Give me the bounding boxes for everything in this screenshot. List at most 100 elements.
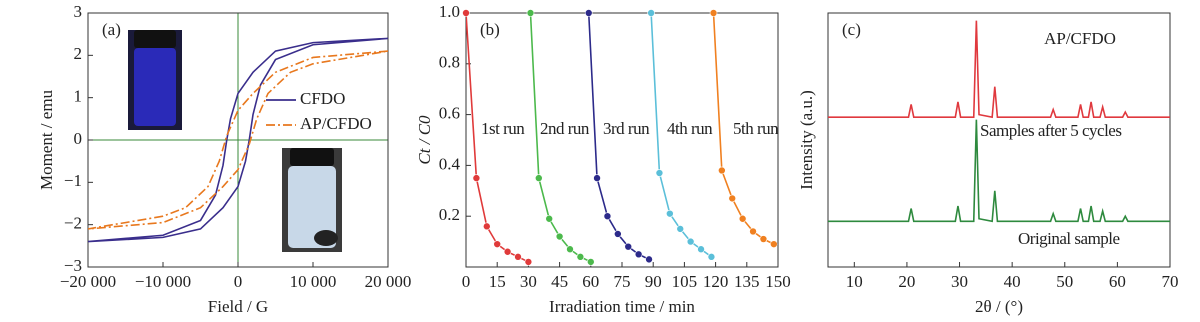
point — [534, 174, 543, 182]
y-tick-label: 1.0 — [439, 2, 460, 21]
y-axis-label: Ct / C0 — [415, 115, 434, 165]
y-tick-label: 0.4 — [439, 154, 461, 173]
point — [524, 258, 533, 266]
point — [514, 253, 522, 261]
plot-frame — [87, 12, 389, 268]
y-axis-label: Moment / emu — [37, 89, 56, 190]
x-tick-label: 120 — [703, 272, 729, 291]
point — [614, 230, 622, 238]
point — [526, 9, 535, 17]
x-tick-label: 75 — [614, 272, 631, 291]
x-tick-label: −20 000 — [60, 272, 116, 291]
x-tick-label: 70 — [1162, 272, 1179, 291]
point — [655, 169, 664, 177]
point — [676, 225, 685, 233]
plot-frame — [827, 12, 1171, 268]
y-tick-label: −3 — [64, 256, 82, 275]
x-tick-label: 30 — [520, 272, 537, 291]
x-tick-label: 40 — [1004, 272, 1021, 291]
point — [566, 245, 574, 254]
x-tick-label: 45 — [551, 272, 568, 291]
point — [503, 247, 512, 256]
point — [697, 245, 705, 254]
point — [593, 174, 601, 182]
series-line — [88, 50, 388, 230]
point — [624, 242, 633, 251]
point — [493, 240, 502, 248]
y-tick-label: −2 — [64, 214, 82, 233]
y-tick-label: 2 — [74, 44, 83, 63]
y-axis-label: Intensity (a.u.) — [797, 90, 816, 190]
point — [707, 253, 716, 261]
series-line — [828, 119, 1170, 223]
point — [749, 227, 757, 236]
point — [647, 9, 655, 17]
x-tick-label: 10 — [846, 272, 863, 291]
series-line — [828, 20, 1170, 119]
point — [770, 240, 778, 248]
x-tick-label: 30 — [951, 272, 968, 291]
point — [645, 255, 653, 264]
point — [759, 235, 768, 243]
legend-label: CFDO — [300, 89, 345, 108]
point — [584, 9, 593, 17]
x-tick-label: −10 000 — [135, 272, 191, 291]
point — [482, 222, 491, 231]
x-tick-label: 105 — [672, 272, 698, 291]
x-axis-label: Field / G — [208, 297, 268, 316]
series-label: 2nd run — [540, 119, 590, 138]
point — [472, 174, 481, 182]
x-tick-label: 0 — [234, 272, 243, 291]
point — [586, 258, 595, 266]
y-tick-label: −1 — [64, 171, 82, 190]
y-tick-label: 1 — [74, 87, 83, 106]
series-label: Original sample — [1018, 229, 1120, 248]
series-label: 4th run — [667, 119, 713, 138]
x-tick-label: 60 — [1109, 272, 1126, 291]
y-tick-label: 0.6 — [439, 104, 460, 123]
annotation: AP/CFDO — [1044, 29, 1116, 48]
point — [603, 212, 612, 220]
series-label: 3rd run — [603, 119, 650, 138]
point — [686, 237, 695, 246]
x-axis-label: 2θ / (°) — [975, 297, 1023, 316]
y-tick-label: 3 — [74, 2, 83, 21]
x-axis-label: Irradiation time / min — [549, 297, 695, 316]
panel-label: (c) — [842, 20, 861, 39]
series-label: 5th run — [733, 119, 779, 138]
panel-label: (a) — [102, 20, 121, 39]
x-tick-label: 10 000 — [290, 272, 337, 291]
point — [738, 214, 747, 223]
point — [634, 250, 643, 259]
legend-label: AP/CFDO — [300, 114, 372, 133]
x-tick-label: 0 — [462, 272, 471, 291]
point — [545, 214, 554, 223]
x-tick-label: 60 — [582, 272, 599, 291]
point — [709, 9, 718, 17]
point — [462, 9, 470, 17]
x-tick-label: 150 — [765, 272, 791, 291]
y-tick-label: 0.2 — [439, 205, 460, 224]
x-tick-label: 20 — [898, 272, 915, 291]
x-tick-label: 90 — [645, 272, 662, 291]
x-tick-label: 135 — [734, 272, 760, 291]
point — [576, 253, 585, 261]
x-tick-label: 20 000 — [365, 272, 412, 291]
x-tick-label: 15 — [489, 272, 506, 291]
y-tick-label: 0.8 — [439, 53, 460, 72]
point — [666, 209, 674, 218]
vial-photo-dark — [128, 30, 182, 130]
series-line — [88, 37, 388, 243]
panel-label: (b) — [480, 20, 500, 39]
y-tick-label: 0 — [74, 129, 83, 148]
series-label: Samples after 5 cycles — [980, 121, 1121, 140]
x-tick-label: 50 — [1056, 272, 1073, 291]
series-label: 1st run — [481, 119, 525, 138]
point — [555, 232, 564, 241]
point — [728, 194, 737, 203]
vial-photo-light — [282, 148, 342, 252]
plot-frame — [465, 12, 779, 268]
point — [718, 166, 726, 175]
